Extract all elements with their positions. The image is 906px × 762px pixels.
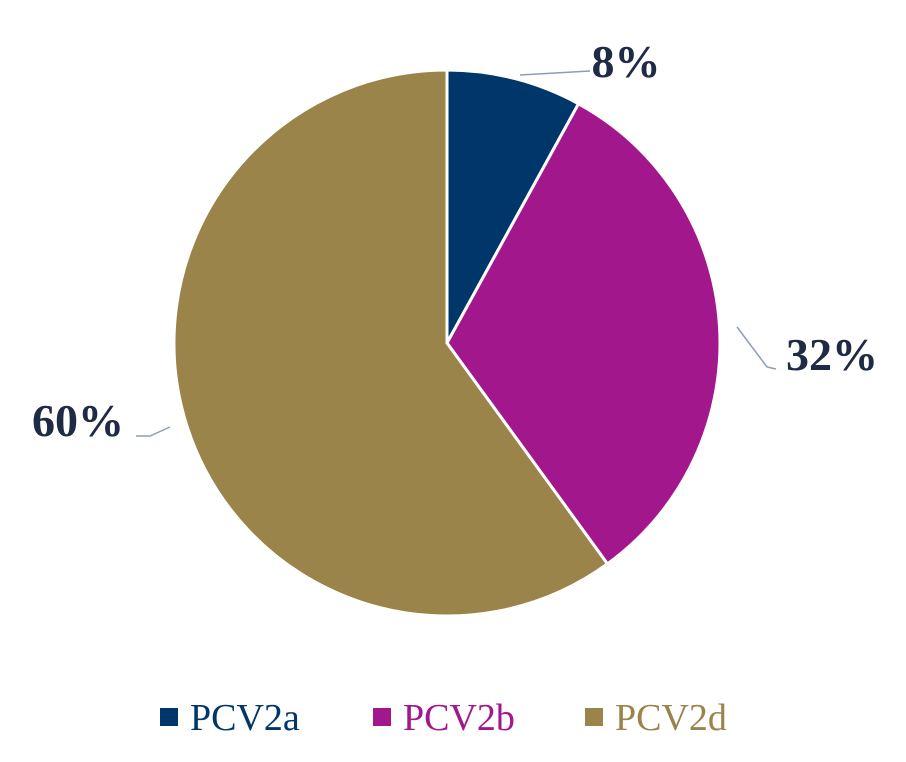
data-label-pcv2a: 8%: [592, 36, 661, 87]
leader-line-pcv2b: [736, 326, 777, 370]
legend: PCV2a PCV2b PCV2d: [160, 697, 727, 739]
pie-slice-pcv2b: [445, 101, 722, 566]
data-labels: 8% 32% 60%: [32, 36, 878, 446]
legend-label-pcv2b: PCV2b: [403, 697, 515, 739]
legend-swatch-pcv2d: [585, 708, 603, 726]
data-label-pcv2d: 60%: [32, 395, 124, 446]
leader-lines: [136, 70, 777, 437]
legend-swatch-pcv2b: [373, 708, 391, 726]
legend-label-pcv2a: PCV2a: [190, 697, 300, 739]
pie-slices: [172, 68, 722, 618]
pie-slice-pcv2d: [172, 68, 610, 618]
pie-slice-pcv2a: [445, 68, 581, 344]
legend-swatch-pcv2a: [160, 708, 178, 726]
leader-line-pcv2a: [519, 70, 591, 76]
legend-label-pcv2d: PCV2d: [615, 697, 727, 739]
data-label-pcv2b: 32%: [786, 329, 878, 380]
leader-line-pcv2d: [136, 426, 171, 437]
